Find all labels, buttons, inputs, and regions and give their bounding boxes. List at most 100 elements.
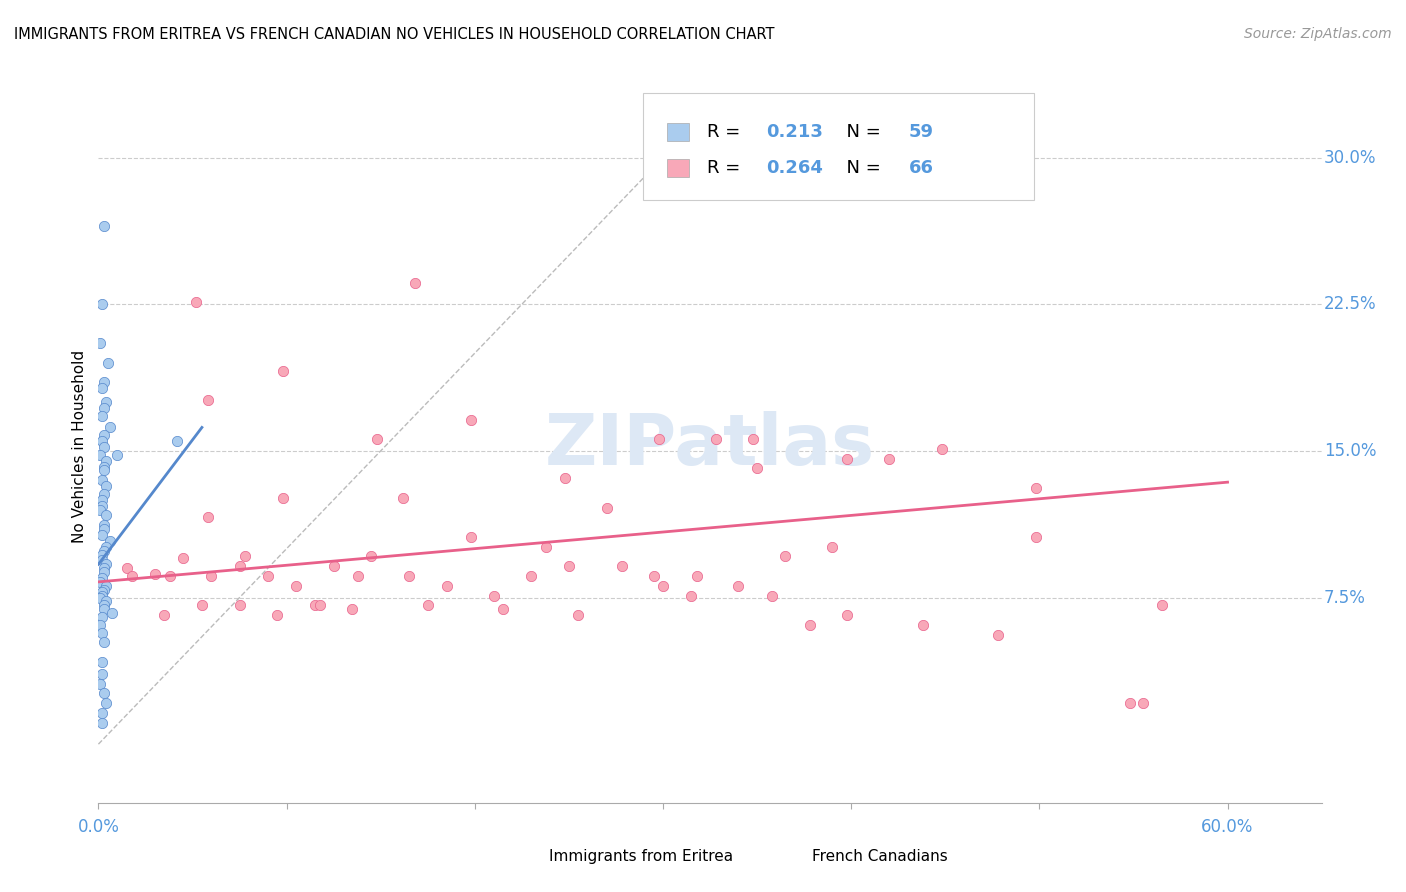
Point	[322, 559, 344, 574]
Text: 15.0%: 15.0%	[1324, 442, 1376, 460]
Point	[89, 618, 111, 632]
Point	[520, 569, 543, 583]
Point	[143, 567, 166, 582]
Point	[704, 432, 727, 446]
Text: 60.0%: 60.0%	[1201, 819, 1254, 837]
Point	[482, 589, 505, 603]
Point	[342, 602, 364, 616]
Text: N =: N =	[835, 123, 887, 141]
Point	[686, 569, 709, 583]
Point	[91, 297, 114, 311]
Point	[191, 599, 214, 613]
Point	[1150, 599, 1173, 613]
Point	[93, 401, 115, 415]
Point	[93, 219, 115, 233]
Y-axis label: No Vehicles in Household: No Vehicles in Household	[72, 350, 87, 542]
Point	[745, 461, 768, 475]
FancyBboxPatch shape	[778, 847, 804, 865]
Point	[727, 579, 749, 593]
Point	[121, 569, 143, 583]
Point	[105, 448, 128, 462]
Point	[91, 610, 114, 624]
Point	[91, 715, 114, 730]
Point	[554, 471, 576, 485]
Point	[775, 549, 797, 564]
Point	[366, 432, 388, 446]
Point	[558, 559, 581, 574]
Point	[93, 522, 115, 536]
Point	[115, 561, 138, 575]
Point	[93, 543, 115, 558]
Point	[91, 553, 114, 567]
Point	[93, 428, 115, 442]
Point	[91, 706, 114, 720]
Point	[89, 591, 111, 605]
Text: R =: R =	[707, 159, 747, 177]
Point	[200, 569, 222, 583]
Text: ZIPatlas: ZIPatlas	[546, 411, 875, 481]
Point	[536, 540, 558, 554]
Point	[94, 579, 117, 593]
Text: 66: 66	[908, 159, 934, 177]
Point	[1118, 696, 1140, 710]
Point	[100, 606, 122, 620]
Point	[91, 434, 114, 449]
Point	[266, 608, 288, 623]
Point	[94, 453, 117, 467]
Point	[159, 569, 181, 583]
Point	[98, 420, 121, 434]
Point	[89, 336, 111, 351]
Text: 22.5%: 22.5%	[1324, 295, 1376, 313]
Point	[436, 579, 458, 593]
Point	[89, 448, 111, 462]
Point	[89, 502, 111, 516]
Point	[460, 412, 482, 426]
Point	[877, 451, 900, 466]
Point	[93, 635, 115, 649]
Text: 7.5%: 7.5%	[1324, 589, 1367, 607]
Point	[93, 459, 115, 474]
Point	[742, 432, 765, 446]
Point	[392, 491, 415, 505]
Point	[91, 655, 114, 669]
Point	[911, 618, 934, 632]
Point	[186, 295, 208, 310]
Point	[91, 492, 114, 507]
Point	[91, 499, 114, 513]
Text: 59: 59	[908, 123, 934, 141]
Point	[837, 451, 859, 466]
Point	[93, 686, 115, 700]
Point	[94, 508, 117, 523]
Point	[398, 569, 420, 583]
Point	[304, 599, 326, 613]
Point	[93, 582, 115, 597]
Point	[93, 561, 115, 575]
Text: R =: R =	[707, 123, 747, 141]
Point	[97, 356, 120, 370]
FancyBboxPatch shape	[668, 123, 689, 141]
Text: N =: N =	[835, 159, 887, 177]
Point	[567, 608, 589, 623]
Point	[643, 569, 665, 583]
Point	[228, 599, 250, 613]
Point	[91, 625, 114, 640]
Point	[197, 392, 219, 407]
Text: IMMIGRANTS FROM ERITREA VS FRENCH CANADIAN NO VEHICLES IN HOUSEHOLD CORRELATION : IMMIGRANTS FROM ERITREA VS FRENCH CANADI…	[14, 27, 775, 42]
Point	[416, 599, 439, 613]
Point	[94, 696, 117, 710]
Text: 0.0%: 0.0%	[77, 819, 120, 837]
Point	[271, 364, 294, 378]
Point	[460, 530, 482, 544]
Point	[799, 618, 821, 632]
Text: Source: ZipAtlas.com: Source: ZipAtlas.com	[1244, 27, 1392, 41]
Point	[91, 571, 114, 585]
Point	[404, 276, 426, 290]
Point	[256, 569, 278, 583]
Point	[492, 602, 515, 616]
Point	[93, 565, 115, 579]
Point	[93, 487, 115, 501]
Point	[595, 500, 617, 515]
Point	[93, 599, 115, 613]
Point	[610, 559, 633, 574]
Point	[93, 376, 115, 390]
